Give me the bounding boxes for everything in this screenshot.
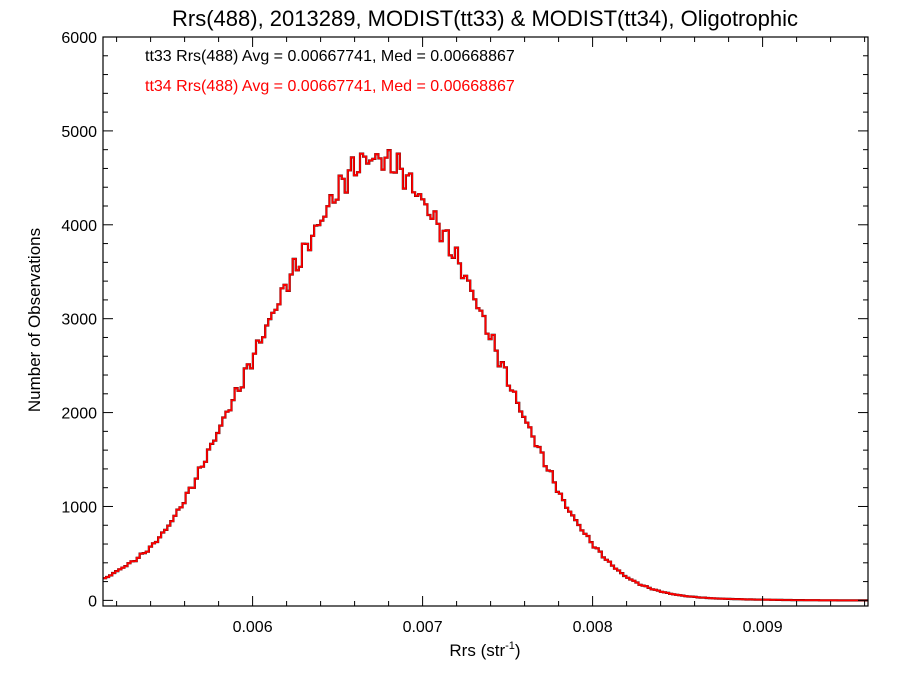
series-tt34-line	[103, 149, 868, 602]
y-ticks: 0 1000 2000 3000 4000 5000 6000	[61, 30, 868, 610]
y-tick-label: 4000	[61, 218, 97, 235]
x-tick-label: 0.006	[233, 619, 273, 636]
y-tick-label: 0	[88, 593, 97, 610]
chart-title: Rrs(488), 2013289, MODIST(tt33) & MODIST…	[172, 6, 798, 31]
plot-frame	[102, 36, 869, 607]
x-axis-label-close: )	[515, 641, 521, 660]
x-axis-label-superscript: -1	[505, 640, 515, 652]
x-ticks: 0.006 0.007 0.008 0.009	[116, 37, 866, 636]
y-tick-label: 5000	[61, 124, 97, 141]
annotation-tt34: tt34 Rrs(488) Avg = 0.00667741, Med = 0.…	[145, 78, 515, 95]
plot-series	[103, 149, 868, 602]
x-tick-label: 0.007	[403, 619, 443, 636]
y-tick-label: 2000	[61, 406, 97, 423]
x-axis-label-main: Rrs (str	[449, 641, 505, 660]
y-tick-label: 6000	[61, 30, 97, 47]
y-tick-label: 1000	[61, 499, 97, 516]
x-axis-label: Rrs (str-1)	[449, 640, 520, 660]
x-tick-label: 0.008	[573, 619, 613, 636]
series-tt33-line	[103, 149, 868, 602]
y-tick-label: 3000	[61, 312, 97, 329]
x-tick-label: 0.009	[743, 619, 783, 636]
annotation-tt33: tt33 Rrs(488) Avg = 0.00667741, Med = 0.…	[145, 48, 515, 65]
y-axis-label: Number of Observations	[25, 228, 44, 412]
